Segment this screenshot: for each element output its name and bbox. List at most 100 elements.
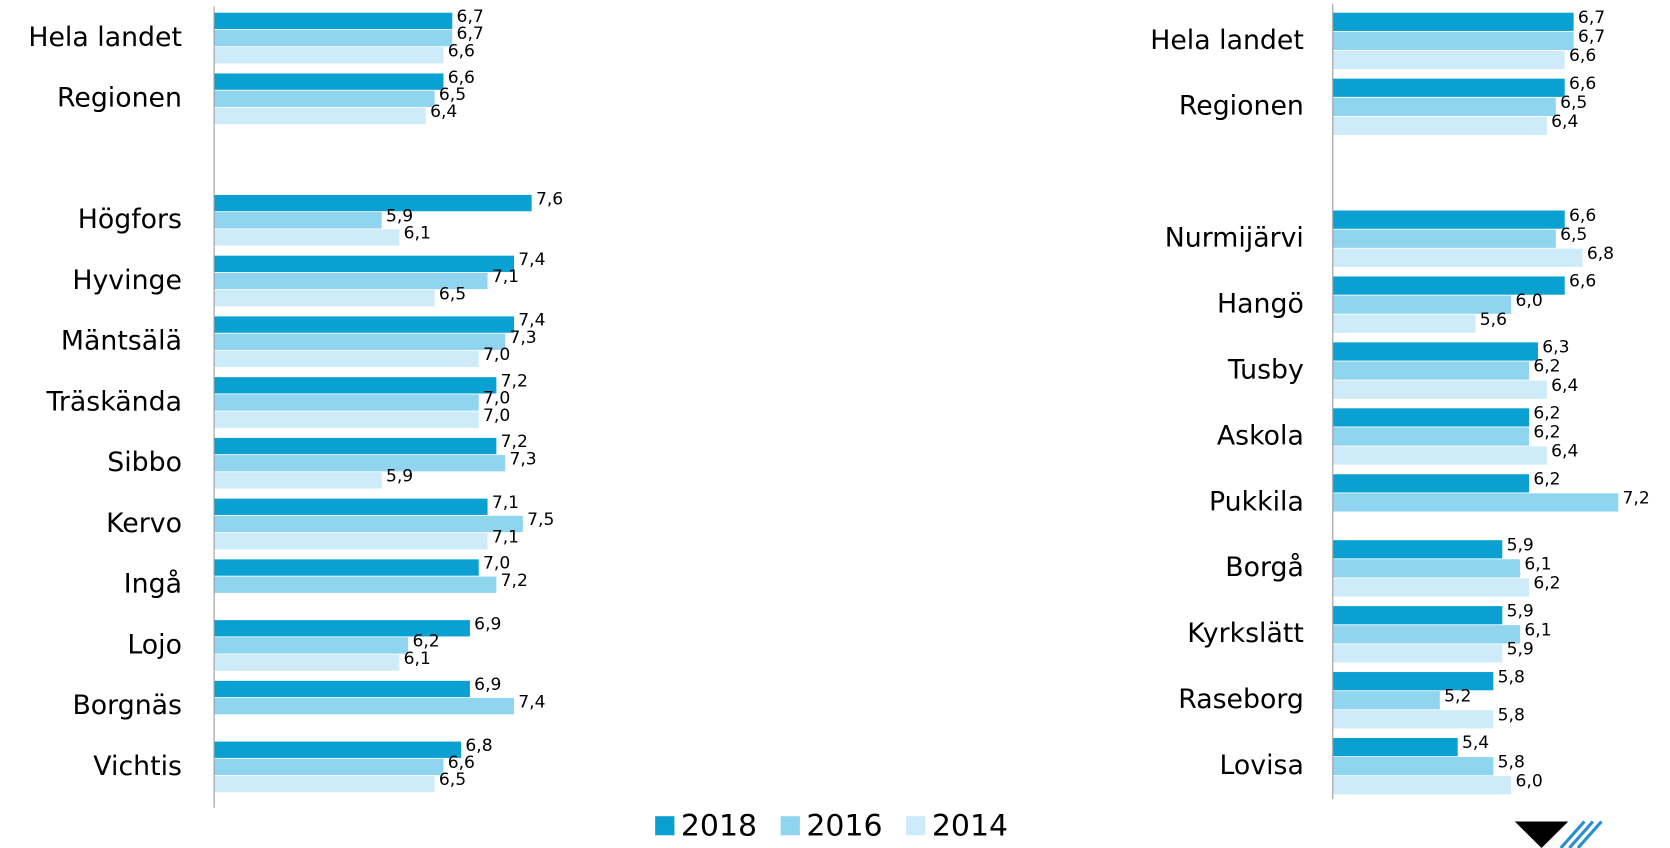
bar: 2018 bbox=[1332, 606, 1503, 625]
bar bbox=[214, 194, 532, 212]
value-label: 6,0 bbox=[1515, 291, 1542, 311]
bar: 2018 bbox=[1332, 276, 1565, 295]
bar: 2014 bbox=[1332, 710, 1494, 729]
value-label: 5,8 bbox=[1498, 752, 1525, 772]
category-label: Regionen bbox=[57, 83, 182, 114]
category-label: Regionen bbox=[1179, 91, 1304, 122]
value-label: 7,6 bbox=[536, 189, 563, 209]
bar: 2016 bbox=[1332, 559, 1521, 578]
bar: 2014 bbox=[1332, 314, 1476, 333]
value-label: 6,6 bbox=[448, 68, 475, 88]
category-label: Borgå bbox=[1225, 552, 1304, 583]
value-label: 7,1 bbox=[492, 493, 519, 513]
bar: 2014 bbox=[1332, 578, 1530, 597]
value-label: 6,7 bbox=[1578, 8, 1605, 28]
value-label: 6,2 bbox=[1533, 357, 1560, 377]
legend-swatch bbox=[906, 816, 926, 836]
value-label: 6,4 bbox=[1551, 112, 1578, 132]
value-label: 6,4 bbox=[1551, 442, 1578, 462]
category-label: Hela landet bbox=[1150, 25, 1304, 56]
bar: 2016 bbox=[1332, 427, 1530, 446]
value-label: 6,5 bbox=[1560, 225, 1587, 245]
value-label: 6,6 bbox=[1569, 206, 1596, 226]
category-label: Lovisa bbox=[1219, 750, 1303, 781]
bar bbox=[214, 559, 479, 576]
bar: 2018 bbox=[1332, 474, 1530, 493]
value-label: 7,4 bbox=[518, 692, 545, 712]
value-label: 6,1 bbox=[1524, 555, 1551, 575]
value-label: 5,2 bbox=[1444, 686, 1471, 706]
bar: 2018 bbox=[1332, 672, 1494, 691]
category-label: Hyvinge bbox=[72, 265, 182, 296]
category-label: Mäntsälä bbox=[61, 326, 182, 357]
bar bbox=[214, 637, 409, 654]
value-label: 6,1 bbox=[404, 649, 431, 669]
value-label: 7,0 bbox=[483, 406, 510, 426]
bar: 2016 bbox=[1332, 361, 1530, 380]
bar: 2016 bbox=[1332, 229, 1556, 248]
bar bbox=[214, 498, 488, 515]
bar bbox=[214, 90, 435, 107]
bar: 2016 bbox=[1332, 493, 1619, 512]
bar bbox=[214, 47, 444, 64]
value-label: 6,3 bbox=[1542, 338, 1569, 358]
value-label: 5,9 bbox=[1507, 536, 1534, 556]
value-label: 7,1 bbox=[492, 527, 519, 547]
bar bbox=[214, 680, 470, 698]
bar: 2018 bbox=[1332, 210, 1565, 229]
bar: 2016 bbox=[1332, 691, 1440, 710]
value-label: 7,3 bbox=[509, 328, 536, 348]
category-label: Högfors bbox=[78, 204, 182, 235]
value-label: 6,6 bbox=[1569, 272, 1596, 292]
category-label: Lojo bbox=[127, 629, 182, 660]
bar bbox=[214, 620, 470, 637]
bar bbox=[214, 290, 435, 307]
value-label: 7,0 bbox=[483, 345, 510, 365]
legend-item: 2014 bbox=[906, 808, 1008, 843]
value-label: 7,2 bbox=[1623, 489, 1650, 509]
value-label: 6,2 bbox=[1533, 423, 1560, 443]
category-label: Ingå bbox=[124, 569, 182, 600]
bar: 2018 bbox=[1332, 540, 1503, 559]
value-label: 6,9 bbox=[474, 675, 501, 695]
value-label: 5,9 bbox=[386, 467, 413, 487]
bar bbox=[214, 229, 400, 246]
value-label: 6,5 bbox=[439, 85, 466, 105]
bar: 2014 bbox=[1332, 116, 1547, 136]
bar bbox=[214, 455, 506, 472]
category-label: Träskända bbox=[45, 386, 182, 417]
value-label: 6,8 bbox=[465, 736, 492, 756]
value-label: 6,5 bbox=[439, 284, 466, 304]
bar bbox=[214, 394, 479, 411]
legend-label: 2014 bbox=[932, 808, 1008, 843]
value-label: 6,2 bbox=[1533, 470, 1560, 490]
value-label: 7,0 bbox=[483, 554, 510, 574]
value-label: 5,9 bbox=[1507, 640, 1534, 660]
value-label: 6,9 bbox=[474, 614, 501, 634]
bar bbox=[214, 532, 488, 550]
legend-swatch bbox=[780, 816, 800, 836]
value-label: 5,9 bbox=[386, 207, 413, 227]
value-label: 5,8 bbox=[1498, 667, 1525, 687]
value-label: 6,2 bbox=[412, 632, 439, 652]
category-label: Tusby bbox=[1227, 355, 1304, 386]
category-label: Borgnäs bbox=[72, 690, 182, 721]
bar: 2016 bbox=[1332, 295, 1512, 314]
category-label: Vichtis bbox=[93, 751, 182, 782]
legend-label: 2018 bbox=[681, 808, 757, 843]
bar bbox=[214, 316, 515, 333]
bar: 2014 bbox=[1332, 644, 1503, 663]
value-label: 6,0 bbox=[1515, 771, 1542, 791]
bar bbox=[214, 73, 444, 90]
bar: 2014 bbox=[1332, 50, 1565, 70]
bar bbox=[214, 350, 479, 368]
value-label: 7,5 bbox=[527, 510, 554, 530]
bar bbox=[214, 377, 497, 394]
bar bbox=[214, 515, 523, 533]
bar: 2016 bbox=[1332, 625, 1521, 644]
bar bbox=[214, 654, 400, 671]
logo bbox=[1514, 820, 1603, 848]
bar: 2018 bbox=[1332, 737, 1458, 757]
